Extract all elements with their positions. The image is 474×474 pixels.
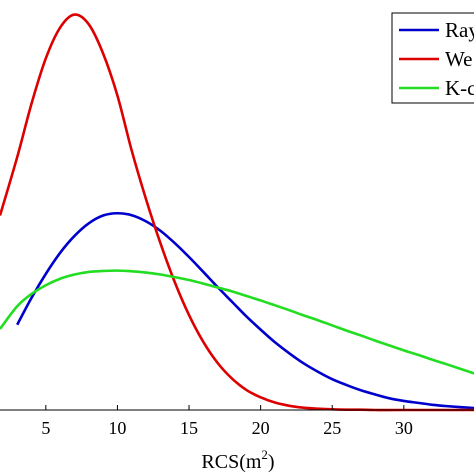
x-axis-title-base: RCS(m	[201, 451, 261, 473]
series-line-1	[16, 211, 474, 410]
x-axis-title: RCS(m2)	[201, 447, 274, 473]
x-tick-label: 15	[180, 418, 198, 438]
x-axis-ticks: 5 10 15 20 25 30	[41, 405, 413, 438]
series-line-3	[0, 269, 474, 375]
x-axis-title-close: )	[268, 451, 275, 473]
legend-label-2: We	[445, 47, 472, 71]
legend-label-3: K-c	[445, 76, 474, 100]
legend-label-1: Ray	[445, 18, 474, 42]
legend: Ray We K-c	[391, 12, 474, 104]
x-tick-label: 25	[323, 418, 341, 438]
x-tick-label: 30	[395, 418, 413, 438]
x-tick-label: 20	[252, 418, 270, 438]
x-tick-label: 5	[41, 418, 50, 438]
x-axis-title-superscript: 2	[261, 447, 268, 462]
x-tick-label: 10	[108, 418, 126, 438]
